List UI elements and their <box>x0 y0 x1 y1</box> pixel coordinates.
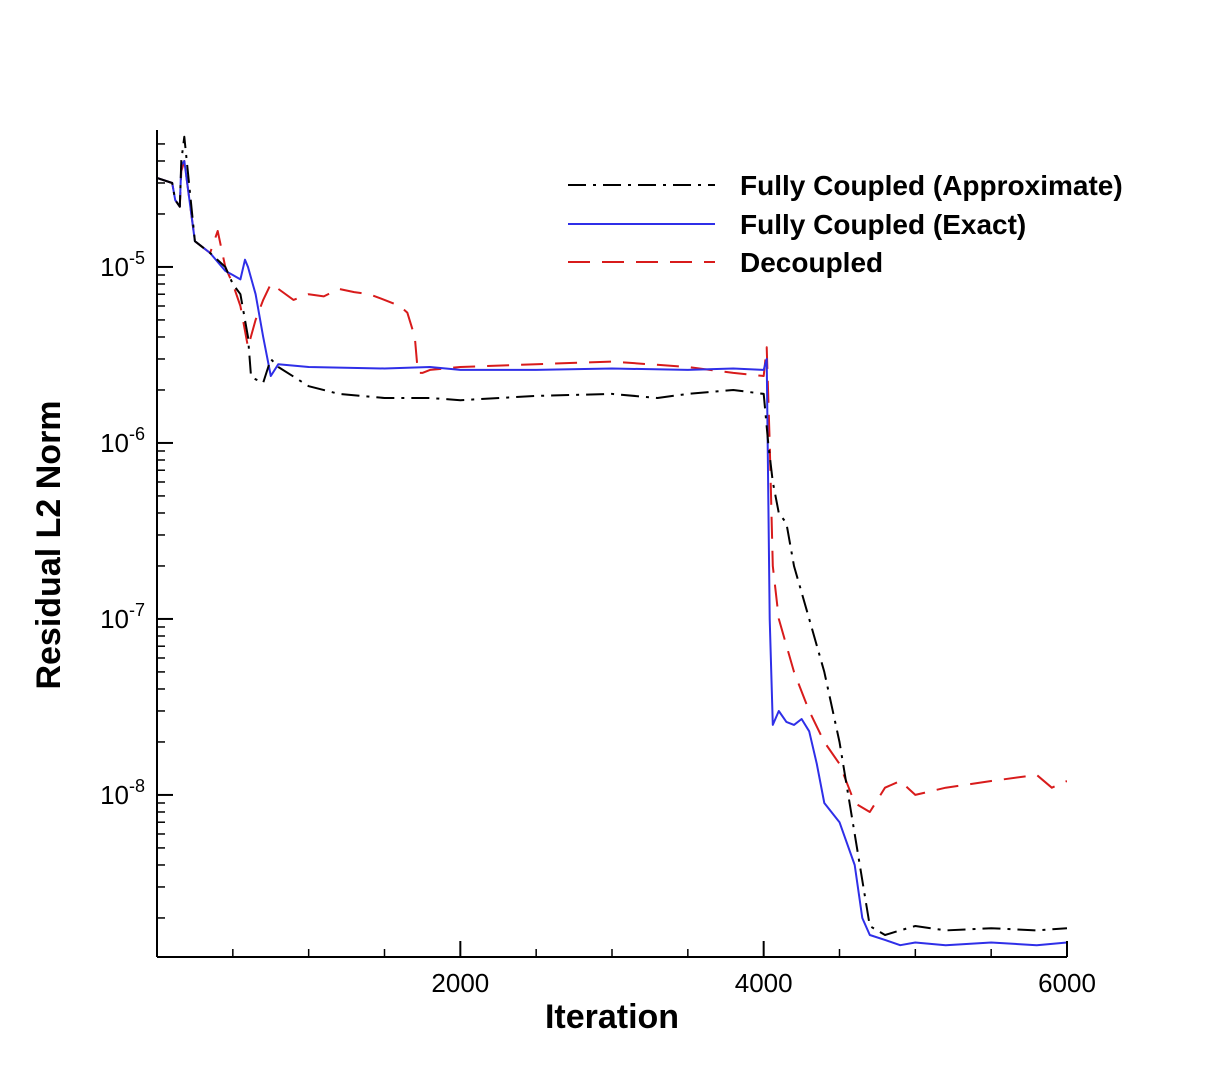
series-line-2 <box>157 160 1067 947</box>
legend: Fully Coupled (Approximate) Fully Coupled… <box>568 170 1123 278</box>
x-tick-label: 4000 <box>735 968 793 998</box>
series-line-1 <box>157 135 1067 936</box>
x-tick-label: 6000 <box>1038 968 1096 998</box>
y-tick-label: 10-7 <box>100 600 145 634</box>
y-tick-label: 10-5 <box>100 248 145 282</box>
x-axis-title: Iteration <box>545 998 679 1036</box>
legend-label-1: Fully Coupled (Approximate) <box>740 170 1123 201</box>
y-axis-title: Residual L2 Norm <box>30 400 68 689</box>
series-line-3 <box>157 160 1067 813</box>
legend-label-3: Decoupled <box>740 247 883 278</box>
y-tick-label: 10-8 <box>100 776 145 810</box>
x-tick-label: 2000 <box>431 968 489 998</box>
y-tick-label: 10-6 <box>100 424 145 458</box>
legend-label-2: Fully Coupled (Exact) <box>740 209 1026 240</box>
